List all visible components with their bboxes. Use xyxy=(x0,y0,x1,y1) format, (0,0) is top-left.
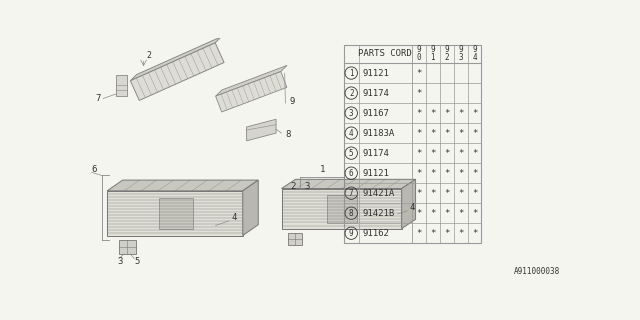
Text: *: * xyxy=(416,169,421,178)
Text: 91162: 91162 xyxy=(362,229,389,238)
Text: *: * xyxy=(430,169,435,178)
Text: *: * xyxy=(416,89,421,98)
Text: 1: 1 xyxy=(349,68,353,77)
FancyBboxPatch shape xyxy=(119,240,136,254)
Polygon shape xyxy=(131,43,224,100)
Text: *: * xyxy=(430,229,435,238)
Text: *: * xyxy=(458,209,463,218)
Text: *: * xyxy=(458,189,463,198)
Text: 3: 3 xyxy=(349,108,353,117)
Text: *: * xyxy=(444,229,449,238)
Text: 3: 3 xyxy=(305,182,310,191)
Text: *: * xyxy=(444,108,449,117)
Text: 4: 4 xyxy=(231,213,237,222)
Text: 91183A: 91183A xyxy=(362,129,394,138)
Text: *: * xyxy=(416,209,421,218)
Polygon shape xyxy=(246,119,276,141)
Text: A911000038: A911000038 xyxy=(515,267,561,276)
Text: *: * xyxy=(472,129,477,138)
Polygon shape xyxy=(282,179,415,188)
Text: *: * xyxy=(458,229,463,238)
Text: *: * xyxy=(472,189,477,198)
Text: *: * xyxy=(416,108,421,117)
Polygon shape xyxy=(159,197,193,229)
Text: 6: 6 xyxy=(349,169,353,178)
Text: 4: 4 xyxy=(410,203,415,212)
Text: *: * xyxy=(430,209,435,218)
Text: *: * xyxy=(472,108,477,117)
Text: *: * xyxy=(430,108,435,117)
Text: *: * xyxy=(458,148,463,158)
Text: *: * xyxy=(444,189,449,198)
Text: *: * xyxy=(472,148,477,158)
Polygon shape xyxy=(282,188,402,228)
Polygon shape xyxy=(107,180,259,191)
Text: PARTS CORD: PARTS CORD xyxy=(358,49,412,58)
Text: *: * xyxy=(416,189,421,198)
Text: 6: 6 xyxy=(92,165,97,174)
Text: 91121: 91121 xyxy=(362,68,389,77)
Text: *: * xyxy=(444,209,449,218)
Text: 9
2: 9 2 xyxy=(444,45,449,62)
Text: 5: 5 xyxy=(349,148,353,158)
Polygon shape xyxy=(116,75,127,96)
Polygon shape xyxy=(107,191,243,236)
Bar xyxy=(344,44,481,243)
Text: 9
1: 9 1 xyxy=(430,45,435,62)
Text: 7: 7 xyxy=(95,94,101,103)
Text: *: * xyxy=(472,229,477,238)
Text: 2: 2 xyxy=(291,182,296,191)
Text: 4: 4 xyxy=(349,129,353,138)
Text: 5: 5 xyxy=(134,257,140,266)
Text: *: * xyxy=(458,169,463,178)
Text: 2: 2 xyxy=(147,51,152,60)
Text: *: * xyxy=(458,108,463,117)
Text: 91174: 91174 xyxy=(362,89,389,98)
Text: 8: 8 xyxy=(349,209,353,218)
Text: 91121: 91121 xyxy=(362,169,389,178)
Polygon shape xyxy=(327,195,357,223)
Text: 91167: 91167 xyxy=(362,108,389,117)
Text: *: * xyxy=(444,148,449,158)
Text: *: * xyxy=(444,169,449,178)
Text: 7: 7 xyxy=(349,189,353,198)
Text: *: * xyxy=(430,189,435,198)
Text: 91421B: 91421B xyxy=(362,209,394,218)
Text: 91174: 91174 xyxy=(362,148,389,158)
Text: 1: 1 xyxy=(320,165,326,174)
Polygon shape xyxy=(216,65,287,96)
Text: 2: 2 xyxy=(349,89,353,98)
Text: *: * xyxy=(416,148,421,158)
Text: 9
4: 9 4 xyxy=(472,45,477,62)
Text: 9
0: 9 0 xyxy=(417,45,421,62)
Text: 3: 3 xyxy=(117,257,123,266)
Text: *: * xyxy=(444,129,449,138)
Polygon shape xyxy=(402,179,415,228)
Text: 9
3: 9 3 xyxy=(458,45,463,62)
FancyBboxPatch shape xyxy=(288,233,301,245)
Polygon shape xyxy=(131,37,221,81)
Text: 8: 8 xyxy=(285,130,291,139)
Text: *: * xyxy=(416,129,421,138)
Text: 9: 9 xyxy=(349,229,353,238)
Text: *: * xyxy=(458,129,463,138)
Polygon shape xyxy=(216,72,287,112)
Text: *: * xyxy=(416,229,421,238)
Text: *: * xyxy=(430,148,435,158)
Polygon shape xyxy=(243,180,259,236)
Text: *: * xyxy=(430,129,435,138)
Text: 9: 9 xyxy=(289,97,294,106)
Text: *: * xyxy=(472,169,477,178)
Text: 91421A: 91421A xyxy=(362,189,394,198)
Text: *: * xyxy=(416,68,421,77)
Text: *: * xyxy=(472,209,477,218)
